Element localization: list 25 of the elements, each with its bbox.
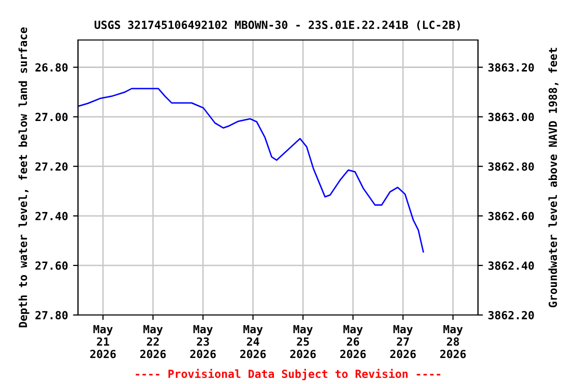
x-tick-label: May 27 2026: [390, 325, 416, 358]
x-tick-label: May 23 2026: [190, 325, 216, 358]
y2-tick-label: 3862.80: [488, 162, 534, 171]
x-tick-label: May 28 2026: [440, 325, 466, 358]
y2-tick-label: 3862.60: [488, 212, 534, 220]
x-tick-label: May 24 2026: [240, 325, 266, 358]
y2-tick-label: 3862.20: [488, 310, 534, 320]
chart-title: USGS 321745106492102 MBOWN-30 - 23S.01E.22.241B (LC-2B): [94, 20, 460, 30]
y-tick-label: 27.00: [35, 112, 68, 122]
y2-tick-label: 3863.20: [488, 63, 534, 72]
x-tick-label: May 21 2026: [90, 325, 116, 358]
y-tick-label: 27.20: [35, 162, 68, 171]
y2-axis-title: Groundwater level above NAVD 1988, feet: [548, 48, 558, 308]
y-tick-label: 26.80: [35, 63, 68, 72]
x-tick-label: May 22 2026: [140, 325, 166, 358]
y-tick-label: 27.60: [35, 261, 68, 270]
x-tick-label: May 25 2026: [290, 325, 316, 358]
y-axis-title: Depth to water level, feet below land surface: [18, 27, 30, 328]
y-tick-label: 27.80: [35, 310, 68, 320]
text: ---- Provisional Data Subject to Revision ----: [136, 368, 440, 380]
x-tick-label: May 26 2026: [340, 325, 366, 358]
y2-tick-label: 3862.40: [488, 261, 534, 270]
y-tick-label: 27.40: [35, 212, 68, 220]
line-series: [78, 88, 424, 253]
y2-tick-label: 3863.00: [488, 112, 534, 122]
